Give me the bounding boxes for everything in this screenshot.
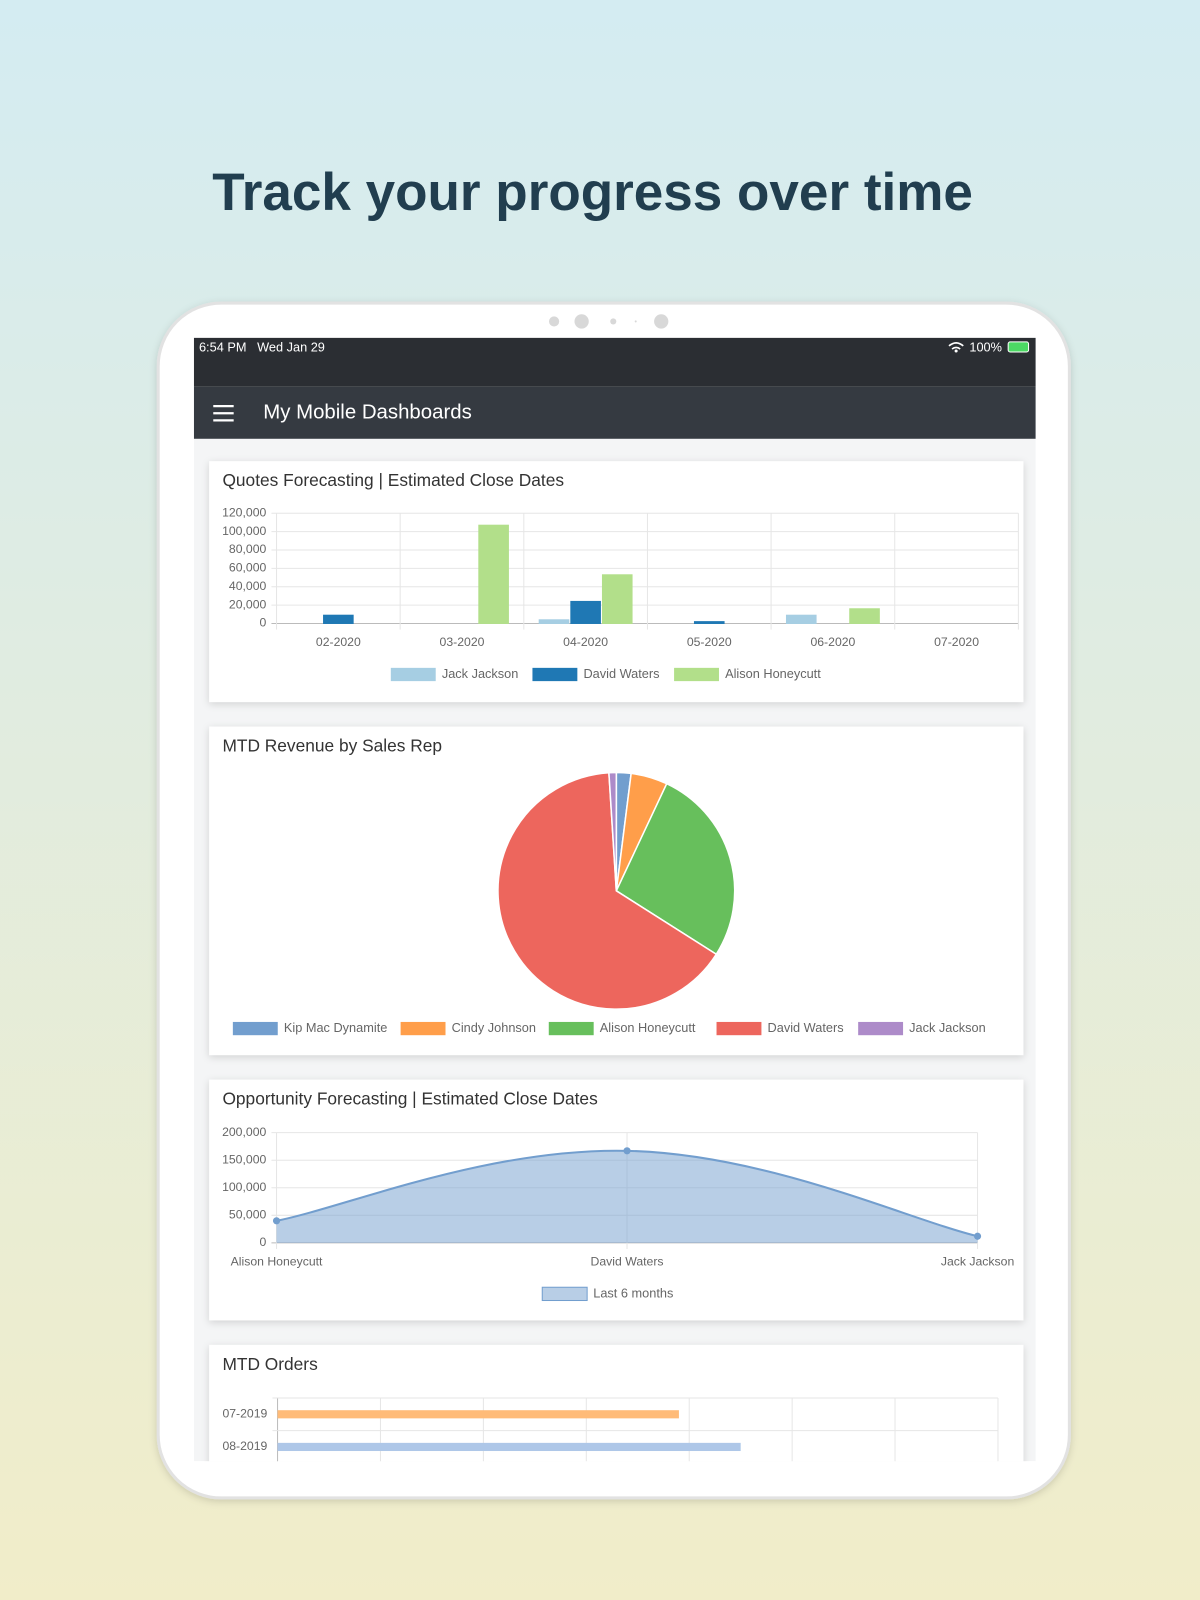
camera — [548, 314, 669, 329]
x-tick-label: David Waters — [591, 1254, 664, 1268]
legend-swatch — [716, 1021, 762, 1036]
app-title: My Mobile Dashboards — [263, 402, 472, 424]
y-tick-label: 50,000 — [229, 1208, 267, 1222]
legend-swatch — [532, 667, 578, 682]
chart-title: MTD Orders — [222, 1354, 318, 1374]
headline: Track your progress over time — [212, 163, 973, 222]
bar — [277, 1410, 679, 1419]
pie-slice — [497, 771, 718, 1010]
chart-title: Opportunity Forecasting | Estimated Clos… — [222, 1089, 598, 1109]
y-tick-label: 08-2019 — [222, 1439, 267, 1453]
status-battery: 100% — [969, 339, 1002, 354]
y-tick-label: 40,000 — [229, 579, 267, 593]
bar — [323, 614, 354, 624]
legend-label: Cindy Johnson — [452, 1020, 536, 1035]
wifi-icon — [948, 342, 964, 350]
legend-label: Alison Honeycutt — [725, 666, 821, 681]
y-tick-label: 0 — [260, 616, 267, 630]
y-tick-label: 200,000 — [222, 1125, 266, 1139]
legend-swatch — [400, 1021, 446, 1036]
legend-swatch — [858, 1021, 904, 1036]
bar — [693, 621, 725, 624]
chart-title: MTD Revenue by Sales Rep — [222, 736, 442, 756]
pie-slice — [615, 782, 736, 956]
screen: 6:54 PM Wed Jan 29 100% My Mobile Dashbo… — [193, 337, 1036, 1462]
bar — [849, 608, 880, 624]
y-tick-label: 150,000 — [222, 1152, 266, 1166]
app-bar — [193, 386, 1036, 439]
y-tick-label: 60,000 — [229, 561, 267, 575]
y-tick-label: 0 — [260, 1235, 267, 1249]
point — [623, 1147, 631, 1155]
legend-swatch — [541, 1286, 588, 1302]
legend-label: Jack Jackson — [442, 666, 519, 681]
menu-button[interactable] — [213, 405, 234, 422]
x-tick-label: 06-2020 — [810, 635, 855, 649]
bar — [478, 524, 509, 624]
card — [209, 1344, 1024, 1462]
legend-label: David Waters — [768, 1020, 844, 1035]
x-tick-label: 03-2020 — [440, 635, 485, 649]
legend-label: David Waters — [583, 666, 659, 681]
x-tick-label: 04-2020 — [563, 635, 608, 649]
status-time: 6:54 PM Wed Jan 29 — [199, 339, 325, 354]
legend-label: Jack Jackson — [909, 1020, 986, 1035]
x-tick-label: 05-2020 — [687, 635, 732, 649]
bar — [601, 574, 633, 624]
chart-title: Quotes Forecasting | Estimated Close Dat… — [222, 470, 564, 490]
status-bar — [193, 337, 1036, 387]
bar — [785, 614, 817, 624]
bar — [277, 1442, 741, 1452]
x-tick-label: Jack Jackson — [941, 1254, 1015, 1268]
pie-slice — [608, 771, 618, 891]
legend-label: Kip Mac Dynamite — [284, 1020, 387, 1035]
legend-swatch — [674, 667, 719, 682]
y-tick-label: 80,000 — [229, 542, 267, 556]
wifi-dot — [954, 349, 958, 353]
x-tick-label: 07-2020 — [934, 635, 979, 649]
legend-swatch — [390, 667, 436, 682]
y-tick-label: 20,000 — [229, 597, 267, 611]
x-tick-label: 02-2020 — [316, 635, 361, 649]
y-tick-label: 07-2019 — [222, 1407, 267, 1421]
legend-swatch — [548, 1021, 594, 1036]
legend-label: Last 6 months — [593, 1285, 673, 1300]
legend-label: Alison Honeycutt — [600, 1020, 696, 1035]
point — [272, 1217, 281, 1225]
battery-icon — [1007, 341, 1030, 353]
y-tick-label: 120,000 — [222, 505, 266, 519]
bar — [538, 619, 570, 624]
bar — [570, 600, 601, 624]
point — [973, 1232, 982, 1240]
x-tick-label: Alison Honeycutt — [231, 1254, 323, 1268]
y-tick-label: 100,000 — [222, 524, 266, 538]
legend-swatch — [232, 1021, 278, 1036]
y-tick-label: 100,000 — [222, 1180, 266, 1194]
